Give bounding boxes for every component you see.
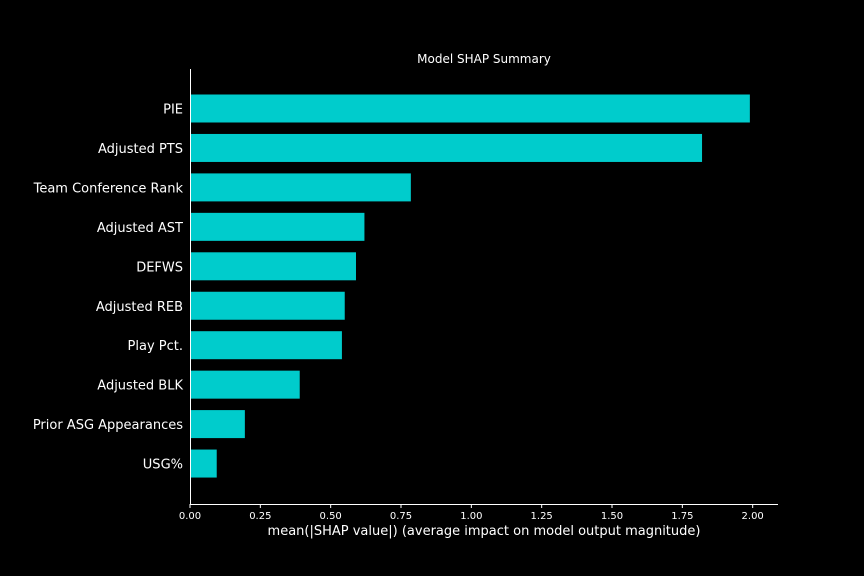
x-tick-label-2: 0.50 xyxy=(320,511,342,522)
x-axis-ticks: 0.00 0.25 0.50 0.75 1.00 1.25 1.50 1.75 2.00 xyxy=(179,504,764,522)
category-label-2: Team Conference Rank xyxy=(33,181,184,196)
x-axis-label: mean(|SHAP value|) (average impact on mo… xyxy=(268,524,701,539)
category-label-5: Adjusted REB xyxy=(96,300,183,315)
bar-5 xyxy=(190,291,345,320)
category-labels: PIE Adjusted PTS Team Conference Rank Adjus… xyxy=(33,103,184,473)
bar-6 xyxy=(190,331,342,360)
category-label-1: Adjusted PTS xyxy=(98,142,183,157)
x-tick-label-5: 1.25 xyxy=(531,511,553,522)
category-label-8: Prior ASG Appearances xyxy=(33,418,183,433)
bar-2 xyxy=(190,173,411,202)
category-label-3: Adjusted AST xyxy=(97,221,183,236)
bars-group xyxy=(190,94,750,478)
bar-0 xyxy=(190,94,750,123)
x-tick-label-1: 0.25 xyxy=(249,511,271,522)
x-tick-label-4: 1.00 xyxy=(460,511,482,522)
x-tick-label-7: 1.75 xyxy=(671,511,693,522)
bar-1 xyxy=(190,133,703,162)
x-tick-label-8: 2.00 xyxy=(742,511,764,522)
bar-8 xyxy=(190,410,245,439)
x-tick-label-3: 0.75 xyxy=(390,511,412,522)
x-tick-label-0: 0.00 xyxy=(179,511,201,522)
x-tick-label-6: 1.50 xyxy=(601,511,623,522)
category-label-0: PIE xyxy=(163,103,183,118)
bar-3 xyxy=(190,212,365,241)
chart-title: Model SHAP Summary xyxy=(417,52,551,66)
bar-4 xyxy=(190,252,356,281)
category-label-6: Play Pct. xyxy=(128,339,183,354)
category-label-9: USG% xyxy=(143,458,183,473)
category-label-4: DEFWS xyxy=(136,260,183,275)
bar-7 xyxy=(190,370,300,399)
bar-9 xyxy=(190,449,217,478)
category-label-7: Adjusted BLK xyxy=(97,379,183,394)
